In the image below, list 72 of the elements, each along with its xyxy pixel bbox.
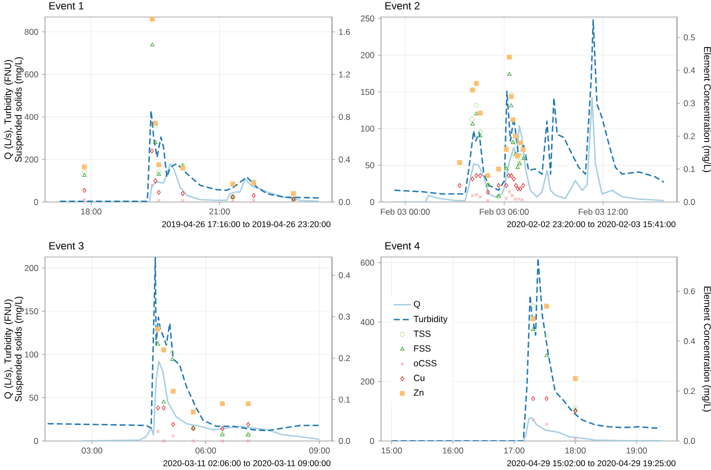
y-tick-label: 250 (360, 15, 374, 22)
y-tick-label: 200 (24, 156, 38, 162)
y2-axis-title: Element Concentration (mg/L) (702, 286, 711, 412)
chart-title: Event 3 (49, 242, 84, 250)
y2-tick-label: 1.6 (339, 28, 350, 35)
y2-tick-label: 0.4 (684, 67, 696, 74)
x-tick-label: 18:00 (565, 448, 586, 454)
y2-tick-label: 0.5 (684, 34, 695, 40)
y-tick-label: 50 (29, 394, 38, 401)
x-tick-label: 09:00 (309, 448, 330, 454)
y-tick-label: 200 (24, 264, 38, 271)
y-tick-label: 400 (24, 114, 38, 120)
text: 2019-04-26 17:16:00 to 2019-04-26 23:20:00 (162, 221, 330, 228)
y-tick-label: 150 (361, 88, 374, 95)
y-tick-label: 150 (24, 308, 38, 314)
chart-title: Event 2 (385, 2, 420, 10)
x-tick-label: Feb 03 06:00 (480, 208, 529, 215)
x-tick-label: 21:00 (209, 208, 230, 215)
y-axis-title: Q (L/s), Turbidity (FNU) Suspended solids (mg/L) (4, 296, 24, 402)
x-tick-label: Feb 03 12:00 (578, 208, 628, 215)
y-tick-label: 0 (370, 199, 374, 205)
y2-tick-label: 0.4 (338, 272, 350, 278)
y2-tick-label: 0.0 (684, 199, 695, 205)
x-tick-label: Feb 03 00:00 (380, 208, 430, 215)
legend-label: Q (414, 300, 420, 309)
y2-tick-label: 0.0 (684, 438, 695, 444)
y-tick-label: 100 (24, 352, 38, 358)
y2-tick-label: 0.4 (338, 156, 350, 162)
legend-label: Cu (414, 374, 424, 382)
chart-title: Event 4 (385, 242, 420, 250)
y-tick-label: 0 (34, 438, 38, 444)
y2-tick-label: 0.0 (338, 199, 350, 205)
y-tick-label: 50 (365, 162, 374, 168)
chart-title: Event 1 (49, 2, 84, 10)
y-tick-label: 600 (24, 71, 38, 78)
legend-label: TSS (414, 330, 431, 337)
y2-tick-label: 0.0 (338, 438, 350, 444)
y2-tick-label: 0.8 (338, 114, 350, 120)
x-tick-label: 18:00 (81, 208, 102, 215)
y-tick-label: 800 (24, 28, 38, 35)
y2-tick-label: 0.2 (684, 133, 695, 140)
x-tick-label: 06:00 (195, 448, 216, 454)
y-tick-label: 0 (370, 438, 374, 444)
x-tick-label: 03:00 (82, 448, 102, 454)
y-tick-label: 600 (360, 260, 374, 266)
text: 2020-03-11 02:06:00 to 2020-03-11 09:00:00 (163, 460, 330, 466)
y-tick-label: 400 (360, 319, 374, 326)
y2-tick-label: 0.2 (684, 388, 695, 394)
y-tick-label: 0 (34, 199, 38, 205)
text: 2020-02-02 23:20:00 to 2020-02-03 15:41:00 (507, 221, 676, 228)
x-tick-label: 15:00 (382, 448, 402, 454)
y2-tick-label: 0.1 (338, 396, 350, 403)
y-tick-label: 200 (360, 378, 374, 385)
y2-tick-label: 0.6 (684, 288, 695, 294)
y2-axis-title: Element Concentration (mg/L) (702, 47, 711, 172)
y2-tick-label: 0.3 (684, 100, 695, 106)
y2-tick-label: 0.2 (338, 355, 350, 362)
x-tick-label: 16:00 (442, 448, 464, 454)
x-tick-label: 17:00 (504, 448, 524, 454)
legend-label: oCSS (414, 360, 436, 366)
legend-label: Zn (414, 390, 424, 396)
legend-label: Turbidity (414, 316, 448, 324)
y2-tick-label: 0.3 (338, 314, 350, 320)
y2-tick-label: 0.1 (684, 166, 695, 172)
legend-label: FSS (414, 345, 431, 352)
y2-tick-label: 0.4 (684, 338, 696, 344)
y-tick-label: 200 (360, 52, 374, 58)
y2-tick-label: 1.2 (339, 71, 350, 78)
text: 2020-04-29 15:02:00 to 2020-04-29 19:25:00 (507, 460, 676, 466)
y-tick-label: 100 (361, 126, 374, 132)
y-axis-title: Q (L/s), Turbidity (FNU) Suspended solids (mg/L) (4, 57, 24, 162)
x-tick-label: 19:00 (626, 448, 647, 454)
